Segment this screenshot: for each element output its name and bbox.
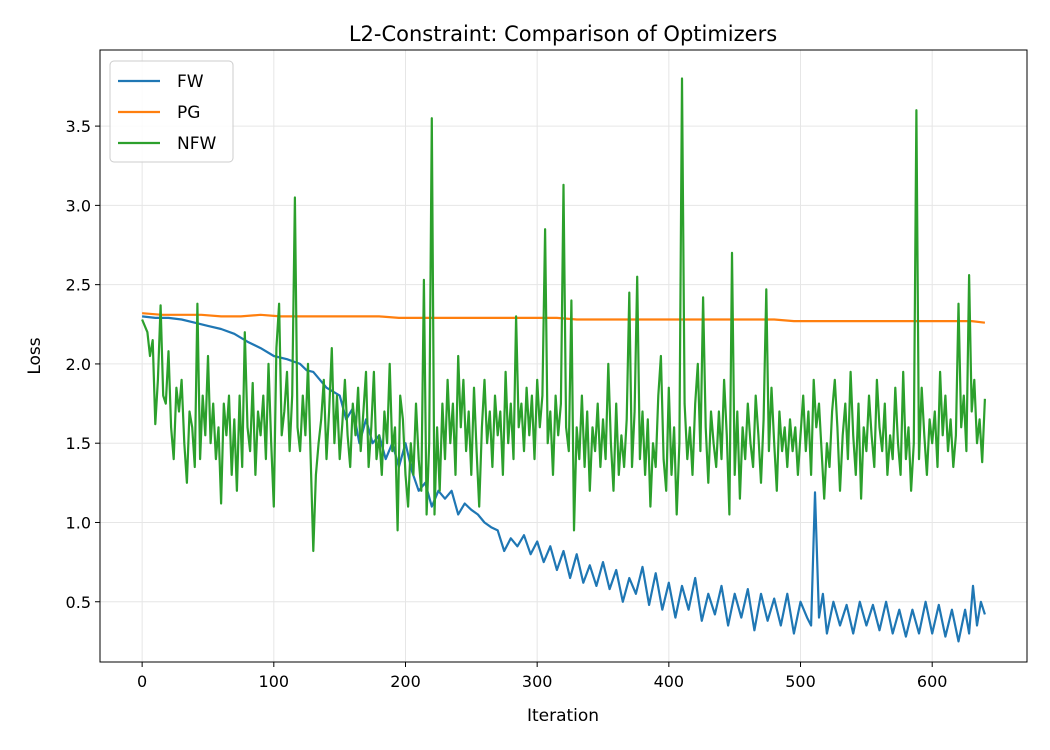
plot-frame [99,49,1028,663]
x-tick-label: 100 [259,672,290,691]
y-tick-label: 3.5 [66,117,91,136]
legend-box [109,60,234,163]
x-axis-label: Iteration [527,706,599,726]
y-tick-label: 2.0 [66,355,91,374]
x-tick-label: 500 [785,672,816,691]
x-tick-label: 200 [390,672,421,691]
y-tick-label: 1.5 [66,434,91,453]
y-axis-label: Loss [25,337,45,374]
y-tick-label: 0.5 [66,593,91,612]
x-tick-label: 600 [917,672,948,691]
legend-label-pg: PG [177,103,200,123]
series-line-nfw [141,77,986,553]
series-line-fw [141,315,986,643]
chart-title: L2-Constraint: Comparison of Optimizers [349,22,777,46]
x-axis-ticks: 0 100 200 300 400 500 600 [137,662,947,691]
plot-lines [141,77,986,643]
y-tick-label: 2.5 [66,276,91,295]
legend-label-fw: FW [177,72,204,92]
series-line-pg [142,312,986,324]
legend-label-nfw: NFW [177,134,216,154]
y-axis-ticks: 0.5 1.0 1.5 2.0 2.5 3.0 3.5 [66,117,100,612]
y-tick-label: 3.0 [66,196,91,215]
x-tick-label: 300 [522,672,553,691]
x-tick-label: 0 [137,672,147,691]
x-tick-label: 400 [654,672,685,691]
y-tick-label: 1.0 [66,513,91,532]
legend: FW PG NFW [109,60,234,163]
